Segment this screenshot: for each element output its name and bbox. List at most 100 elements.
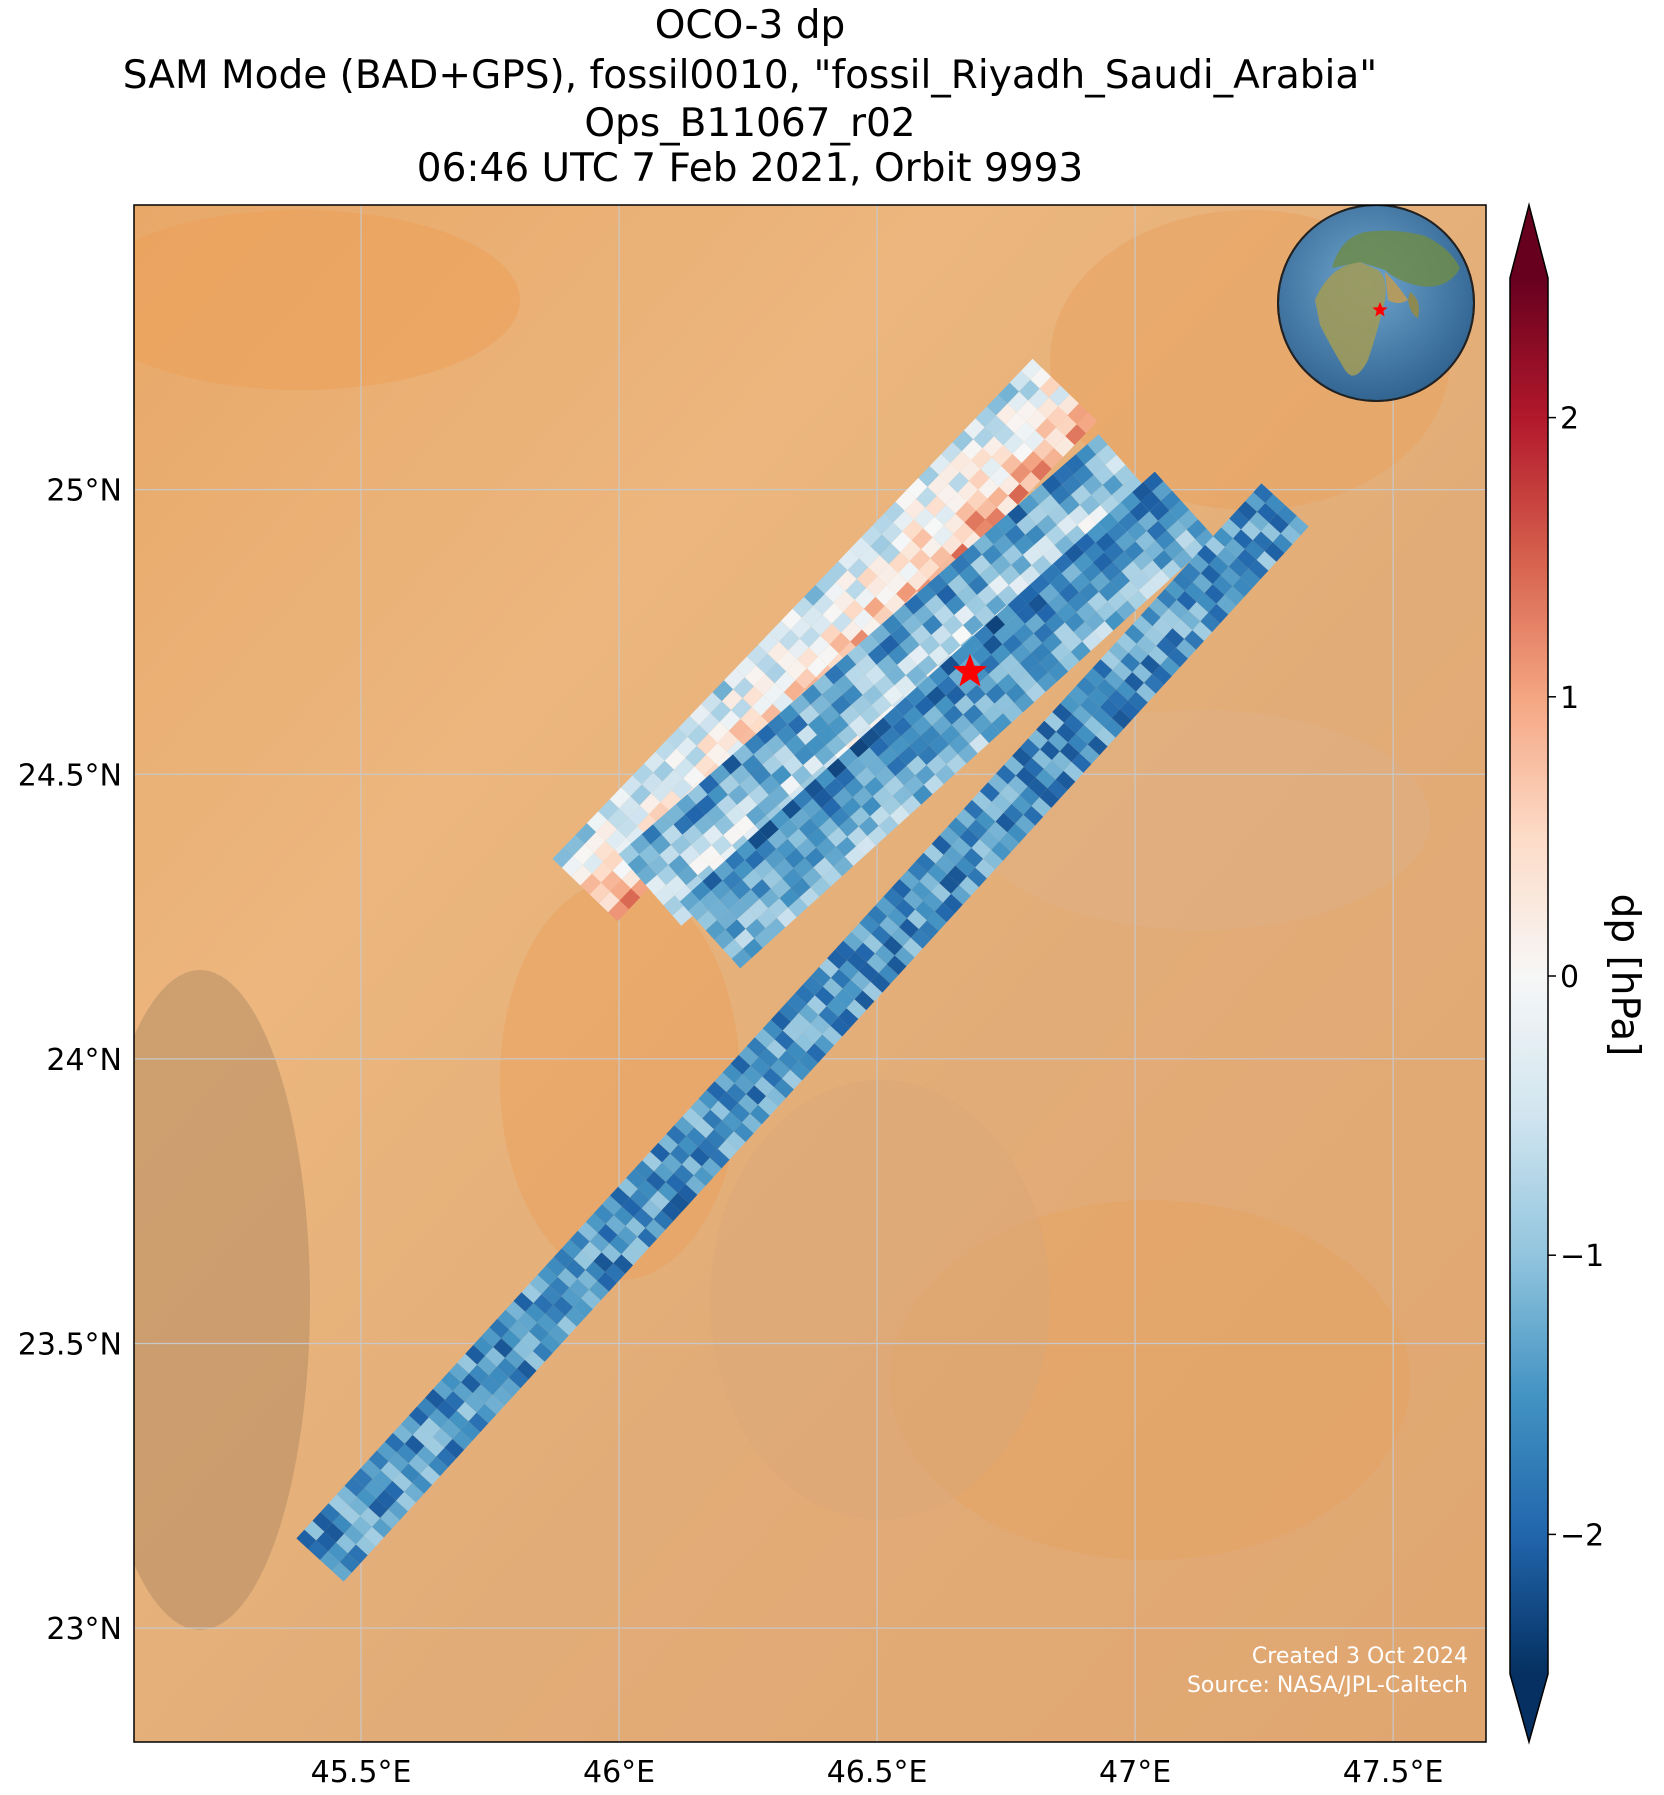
swath-pixel <box>838 549 859 571</box>
swath-pixel <box>488 1366 509 1387</box>
swath-pixel <box>852 608 874 630</box>
swath-pixel <box>928 666 949 686</box>
swath-pixel <box>580 873 602 895</box>
swath-pixel <box>417 1397 437 1418</box>
swath-pixel <box>681 1155 702 1176</box>
swath-pixel <box>1059 651 1080 672</box>
colorbar-extend-max <box>1510 205 1548 278</box>
swath-pixel <box>653 760 674 782</box>
swath-pixel <box>990 554 1012 575</box>
swath-pixel <box>837 725 858 746</box>
lon-tick-label: 47.5°E <box>1343 1755 1444 1790</box>
swath-pixel <box>872 717 892 738</box>
swath-pixel <box>632 763 654 785</box>
swath-pixel <box>913 507 935 529</box>
swath-pixel <box>759 888 780 909</box>
swath-pixel <box>582 852 604 874</box>
swath-pixel <box>946 492 967 514</box>
swath-pixel <box>1036 603 1057 624</box>
swath-pixel <box>852 786 873 807</box>
swath-pixel <box>939 655 960 676</box>
swath-pixel <box>1088 687 1109 708</box>
swath-pixel <box>858 747 878 768</box>
swath-pixel <box>1044 427 1066 448</box>
swath-pixel <box>976 498 997 520</box>
swath-pixel <box>980 457 1002 478</box>
swath-pixel <box>907 909 927 929</box>
swath-pixel <box>1079 744 1100 764</box>
swath-pixel <box>847 951 867 971</box>
swath-pixel <box>795 668 817 690</box>
swath-pixel <box>1025 524 1046 545</box>
swath-pixel <box>465 1345 486 1365</box>
swath-pixel <box>714 1120 734 1140</box>
swath-pixel <box>710 1100 731 1121</box>
swath-pixel <box>714 814 735 836</box>
swath-pixel <box>867 644 888 665</box>
swath-pixel <box>1107 591 1128 611</box>
swath-pixel <box>637 814 659 835</box>
swath-pixel <box>737 794 758 816</box>
swath-pixel <box>858 962 879 982</box>
swath-pixel <box>909 549 931 570</box>
longitude-ticks: 45.5°E 46°E 46.5°E 47°E 47.5°E <box>311 1755 1444 1790</box>
swath-pixel <box>529 1274 550 1295</box>
swath-pixel <box>577 1221 598 1242</box>
swath-pixel <box>571 864 592 886</box>
swath-pixel <box>890 624 911 645</box>
swath-pixel <box>661 824 683 845</box>
swath-pixel <box>871 695 892 716</box>
swath-pixel <box>639 844 660 865</box>
swath-pixel <box>1030 574 1051 594</box>
swath-pixel <box>1104 670 1125 690</box>
swath-pixel <box>388 1452 409 1473</box>
swath-pixel <box>641 772 663 794</box>
swath-pixel <box>893 604 914 625</box>
swath-pixel <box>1041 563 1062 584</box>
swath-pixel <box>754 928 775 948</box>
swath-pixel <box>899 634 920 655</box>
swath-pixel <box>778 704 800 725</box>
swath-pixel <box>678 716 699 737</box>
swath-pixel <box>766 1087 786 1107</box>
swath-pixel <box>712 680 734 702</box>
swath-pixel <box>794 744 815 766</box>
swath-pixel <box>805 734 826 756</box>
swath-pixel <box>974 605 995 626</box>
swath-pixel <box>420 1465 441 1485</box>
swath-pixel <box>1192 621 1213 641</box>
swath-pixel <box>776 724 797 745</box>
swath-pixel <box>897 654 918 676</box>
swath-pixel <box>936 584 957 605</box>
swath-pixel <box>1051 751 1072 771</box>
swath-pixel <box>725 850 745 871</box>
swath-pixel <box>710 764 731 785</box>
swath-pixel <box>1265 494 1285 514</box>
swath-pixel <box>698 1138 718 1158</box>
swath-pixel <box>999 784 1020 804</box>
swath-pixel <box>1104 541 1125 562</box>
swath-pixel <box>938 564 960 585</box>
swath-pixel <box>1017 672 1037 693</box>
swath-pixel <box>1061 474 1083 495</box>
swath-pixel <box>813 593 834 615</box>
swath-pixel <box>575 823 597 844</box>
swath-pixel <box>1124 541 1145 561</box>
swath-pixel <box>945 594 966 615</box>
swath-pixel <box>718 1092 739 1112</box>
swath-pixel <box>1048 661 1069 682</box>
swath-pixel <box>826 997 847 1017</box>
swath-pixel <box>1127 590 1148 610</box>
swath-pixel <box>955 808 976 829</box>
swath-pixel <box>694 1118 714 1138</box>
swath-pixel <box>803 755 824 776</box>
swath-pixel <box>304 1520 325 1541</box>
swath-pixel <box>753 744 774 765</box>
swath-pixel <box>1114 464 1135 486</box>
swath-pixel <box>1095 532 1116 553</box>
swath-pixel <box>694 754 716 776</box>
swath-pixel <box>1109 502 1130 523</box>
swath-pixel <box>1039 376 1061 398</box>
swath-pixel <box>998 382 1019 404</box>
swath-pixel <box>637 1180 658 1200</box>
